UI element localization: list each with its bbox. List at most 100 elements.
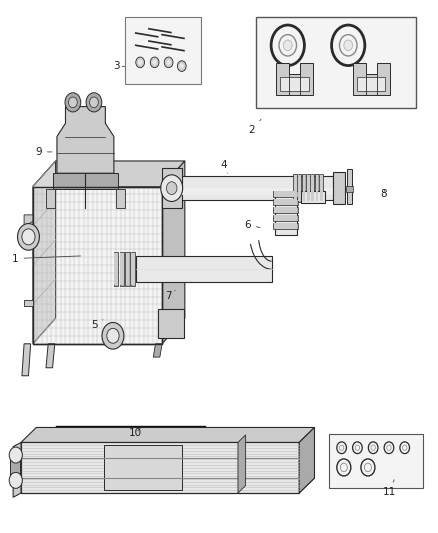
Polygon shape (33, 187, 162, 344)
Circle shape (136, 57, 145, 68)
Polygon shape (21, 478, 314, 493)
Polygon shape (158, 309, 184, 338)
Polygon shape (116, 189, 125, 208)
Bar (273, 223, 298, 229)
Circle shape (22, 229, 35, 245)
Bar (180, 176, 333, 200)
Circle shape (86, 93, 102, 112)
Text: 2: 2 (248, 119, 261, 135)
Text: 1: 1 (12, 254, 81, 263)
Circle shape (68, 97, 77, 108)
Circle shape (344, 40, 353, 51)
Polygon shape (13, 442, 21, 497)
Circle shape (150, 57, 159, 68)
Text: 7: 7 (165, 290, 175, 301)
Bar (126, 253, 129, 285)
Polygon shape (46, 189, 55, 208)
Circle shape (152, 60, 157, 65)
Circle shape (9, 447, 22, 463)
Circle shape (18, 223, 39, 250)
Polygon shape (162, 168, 182, 208)
Text: 5: 5 (91, 320, 103, 330)
Polygon shape (238, 435, 246, 493)
Bar (136, 256, 272, 282)
Bar (131, 252, 135, 286)
Polygon shape (53, 173, 118, 189)
Polygon shape (276, 63, 313, 95)
Circle shape (65, 93, 81, 112)
Bar (280, 77, 309, 91)
Circle shape (90, 97, 99, 108)
Bar (120, 252, 124, 286)
Circle shape (166, 182, 177, 195)
Bar (346, 186, 353, 192)
Polygon shape (153, 344, 162, 357)
Bar (131, 253, 135, 285)
Bar (357, 77, 385, 91)
Bar (256, 17, 416, 108)
Circle shape (180, 63, 184, 69)
Bar (273, 199, 298, 205)
Circle shape (283, 40, 292, 51)
Bar (302, 174, 306, 202)
Bar (274, 191, 297, 197)
Bar (104, 445, 182, 490)
Polygon shape (21, 427, 314, 442)
Polygon shape (21, 442, 299, 493)
Text: 8: 8 (380, 189, 387, 199)
Bar (298, 174, 301, 202)
Bar (294, 175, 297, 201)
Polygon shape (57, 107, 114, 173)
Circle shape (164, 57, 173, 68)
Bar (273, 207, 298, 213)
Bar (333, 172, 345, 204)
Bar (275, 189, 297, 235)
Text: 6: 6 (244, 220, 260, 230)
Circle shape (107, 328, 119, 343)
Bar (10, 450, 20, 486)
Bar (311, 174, 314, 202)
Bar (298, 175, 301, 201)
Bar (274, 199, 297, 205)
Bar (303, 175, 305, 201)
Polygon shape (24, 300, 33, 306)
Polygon shape (24, 215, 33, 226)
Circle shape (177, 61, 186, 71)
Polygon shape (299, 427, 314, 493)
Bar (274, 223, 297, 229)
Bar (120, 253, 124, 285)
Bar (315, 174, 319, 202)
Bar (274, 215, 297, 221)
Bar (274, 207, 297, 213)
Polygon shape (353, 63, 390, 95)
Text: 4: 4 (220, 160, 228, 173)
Bar (320, 175, 323, 201)
Bar (320, 174, 323, 202)
Bar (311, 175, 314, 201)
Polygon shape (33, 161, 56, 344)
Text: 3: 3 (113, 61, 125, 70)
Circle shape (9, 472, 22, 488)
Text: 10: 10 (129, 428, 142, 438)
Bar (307, 174, 310, 202)
Bar (125, 252, 130, 286)
Bar (114, 252, 118, 286)
Bar (347, 169, 352, 204)
Polygon shape (46, 344, 55, 368)
Bar (180, 188, 333, 195)
Bar (328, 434, 423, 488)
Circle shape (166, 60, 171, 65)
Bar (307, 175, 310, 201)
Bar (301, 191, 325, 203)
Circle shape (161, 175, 183, 201)
Bar (316, 175, 318, 201)
Polygon shape (162, 161, 185, 344)
Bar (114, 253, 118, 285)
Bar (293, 174, 297, 202)
Polygon shape (22, 344, 31, 376)
Text: 9: 9 (35, 147, 52, 157)
Bar (273, 215, 298, 221)
Bar (125, 17, 201, 84)
Bar (273, 191, 298, 197)
Polygon shape (33, 161, 185, 187)
